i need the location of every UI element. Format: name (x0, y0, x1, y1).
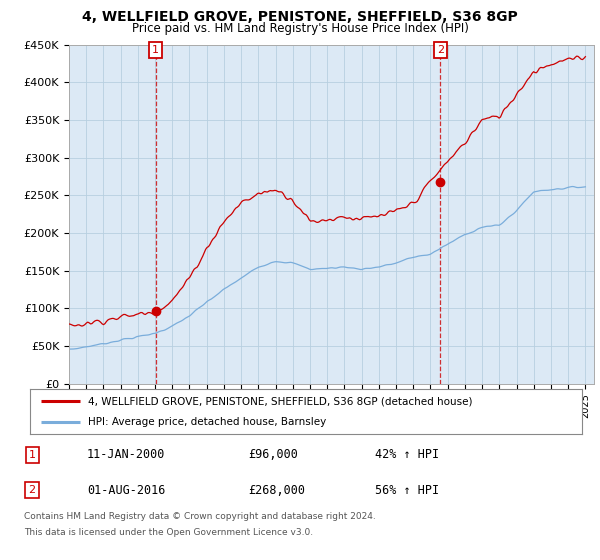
Text: 01-AUG-2016: 01-AUG-2016 (87, 483, 165, 497)
Text: 56% ↑ HPI: 56% ↑ HPI (375, 483, 439, 497)
Text: 2: 2 (29, 485, 36, 495)
Text: 1: 1 (29, 450, 35, 460)
Text: This data is licensed under the Open Government Licence v3.0.: This data is licensed under the Open Gov… (24, 528, 313, 537)
Text: 4, WELLFIELD GROVE, PENISTONE, SHEFFIELD, S36 8GP: 4, WELLFIELD GROVE, PENISTONE, SHEFFIELD… (82, 10, 518, 24)
Text: 2: 2 (437, 45, 444, 55)
Text: HPI: Average price, detached house, Barnsley: HPI: Average price, detached house, Barn… (88, 417, 326, 427)
Text: £268,000: £268,000 (248, 483, 305, 497)
Text: 11-JAN-2000: 11-JAN-2000 (87, 449, 165, 461)
Text: 42% ↑ HPI: 42% ↑ HPI (375, 449, 439, 461)
Text: Contains HM Land Registry data © Crown copyright and database right 2024.: Contains HM Land Registry data © Crown c… (24, 512, 376, 521)
Text: 1: 1 (152, 45, 159, 55)
Text: 4, WELLFIELD GROVE, PENISTONE, SHEFFIELD, S36 8GP (detached house): 4, WELLFIELD GROVE, PENISTONE, SHEFFIELD… (88, 396, 472, 407)
Text: Price paid vs. HM Land Registry's House Price Index (HPI): Price paid vs. HM Land Registry's House … (131, 22, 469, 35)
Text: £96,000: £96,000 (248, 449, 298, 461)
